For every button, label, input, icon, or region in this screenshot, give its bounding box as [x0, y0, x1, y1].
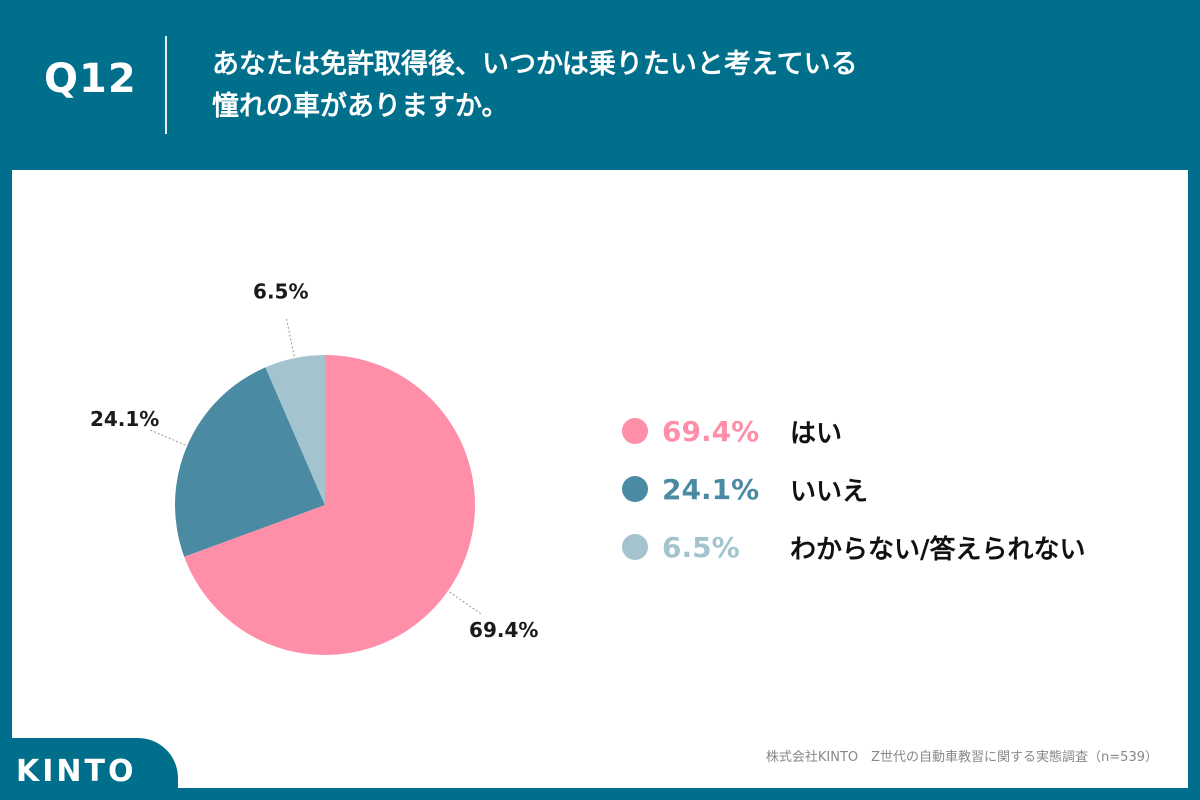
question-title: あなたは免許取得後、いつかは乗りたいと考えている 憧れの車がありますか。 [212, 44, 1172, 128]
legend-item-unknown: 6.5% わからない/答えられない [622, 518, 1086, 576]
pie-label-yes: 69.4% [469, 618, 538, 642]
legend-label-no: いいえ [790, 476, 869, 507]
pie-slice-no [175, 367, 325, 557]
legend-swatch-no [622, 476, 648, 502]
legend-label-unknown: わからない/答えられない [790, 534, 1086, 565]
legend-swatch-unknown [622, 534, 648, 560]
question-title-line-2: 憧れの車がありますか。 [212, 91, 509, 122]
pie-slice-unknown [265, 355, 325, 505]
legend-value-unknown: 6.5% [662, 530, 740, 564]
pie-leader-unknown [285, 318, 295, 357]
logo-tab [0, 738, 178, 800]
kinto-logo: KINTO [16, 754, 137, 789]
source-note: 株式会社KINTO Z世代の自動車教習に関する実態調査（n=539） [765, 750, 1158, 765]
question-number: Q12 [44, 56, 137, 102]
pie-slice-yes [184, 355, 475, 655]
legend-item-yes: 69.4% はい [622, 402, 1086, 460]
pie-label-unknown: 6.5% [253, 280, 308, 304]
legend-value-no: 24.1% [662, 472, 760, 506]
pie-leader-yes [449, 591, 482, 615]
legend-item-no: 24.1% いいえ [622, 460, 1086, 518]
question-title-line-1: あなたは免許取得後、いつかは乗りたいと考えている [212, 49, 858, 80]
header-divider [165, 36, 167, 134]
pie-chart: 69.4% 24.1% 6.5% [90, 280, 538, 655]
legend: 69.4% はい 24.1% いいえ 6.5% わからない/答えられない [622, 402, 1086, 576]
legend-value-yes: 69.4% [662, 414, 760, 448]
pie-label-no: 24.1% [90, 407, 159, 431]
pie-leader-no [150, 429, 186, 446]
legend-label-yes: はい [790, 418, 843, 449]
chart-card: 69.4% 24.1% 6.5% 69.4% はい 24.1% いいえ 6.5% わ… [12, 170, 1188, 788]
header: Q12 あなたは免許取得後、いつかは乗りたいと考えている 憧れの車がありますか。 [0, 0, 1200, 170]
legend-swatch-yes [622, 418, 648, 444]
